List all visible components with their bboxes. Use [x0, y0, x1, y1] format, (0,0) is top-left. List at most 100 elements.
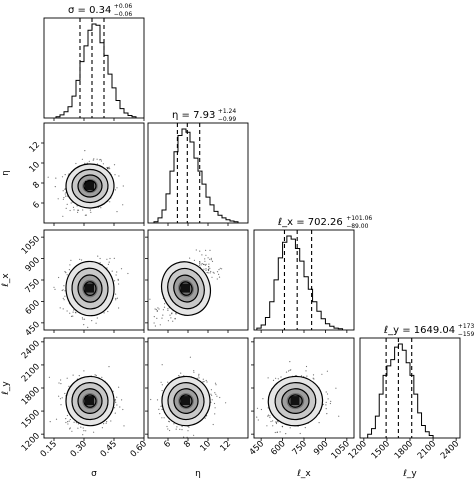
sample-point [65, 421, 67, 424]
sample-point [167, 309, 169, 311]
sample-point [161, 384, 163, 386]
y-tick-label-3-3: 2100 [20, 362, 42, 384]
sample-point [210, 393, 212, 395]
sample-point [280, 376, 282, 378]
sample-point [113, 407, 116, 409]
sample-point [210, 257, 212, 259]
sample-point [115, 299, 117, 301]
contour-2 [281, 388, 310, 414]
sample-point [114, 174, 116, 176]
sample-point [127, 272, 129, 275]
y-tick-label-2-3: 900 [24, 256, 43, 275]
histogram-3 [367, 343, 434, 438]
title-0: σ = 0.34 [68, 5, 111, 16]
sample-point [122, 408, 124, 411]
sample-point [82, 209, 84, 211]
sample-point [65, 272, 67, 274]
density-peak [85, 283, 94, 293]
sample-point [88, 160, 90, 162]
title-sub-3: −159.47 [458, 331, 474, 338]
sample-point [203, 263, 205, 265]
sample-point [82, 434, 84, 436]
sample-point [99, 262, 101, 264]
sample-point [65, 207, 67, 209]
hist-frame-2 [253, 229, 355, 331]
x-axis-label-1: η [195, 469, 201, 479]
sample-point [277, 378, 279, 380]
sample-point [325, 404, 327, 406]
sample-point [172, 320, 174, 322]
contour-0 [161, 375, 211, 427]
sample-point [66, 377, 68, 379]
sample-point [122, 204, 124, 206]
sample-point [267, 377, 269, 379]
sample-point [209, 258, 211, 260]
sample-point [267, 414, 270, 416]
sample-point [86, 162, 88, 164]
sample-point [65, 195, 67, 197]
sample-point [77, 224, 78, 225]
sample-point [204, 264, 207, 266]
sample-point [121, 399, 123, 401]
sample-point [72, 206, 75, 208]
sample-point [213, 402, 216, 405]
sample-point [91, 320, 93, 322]
title-sup-3: +173.20 [458, 323, 474, 330]
sample-point [118, 386, 120, 388]
sample-point [108, 366, 110, 368]
sample-point [60, 404, 62, 406]
sample-point [96, 158, 98, 160]
sample-point [118, 307, 120, 309]
title-2: ℓ_x = 702.26 [278, 217, 343, 228]
title-sub-2: −89.00 [346, 223, 368, 230]
sample-point [269, 415, 271, 417]
sample-point [218, 273, 220, 275]
sample-point [210, 259, 212, 261]
sample-point [175, 313, 177, 315]
sample-point [55, 177, 57, 179]
contour-0 [65, 260, 115, 317]
sample-point [161, 364, 163, 366]
sample-point [275, 422, 278, 425]
sample-point [193, 371, 195, 373]
sample-point [164, 303, 166, 305]
sample-point [59, 398, 62, 400]
sample-point [335, 387, 337, 389]
sample-point [66, 310, 68, 312]
sample-point [161, 408, 163, 410]
sample-point [209, 249, 211, 251]
contour-0 [65, 163, 115, 209]
sample-point [94, 374, 96, 376]
contour-0 [267, 375, 324, 427]
sample-point [69, 418, 71, 421]
sample-point [272, 379, 275, 381]
sample-point [103, 312, 105, 314]
contour-3 [83, 394, 97, 408]
sample-point [73, 209, 75, 211]
sample-point [312, 374, 315, 376]
sample-point [167, 308, 169, 310]
sample-point [71, 430, 73, 432]
y-tick-label-1-1: 8 [31, 180, 42, 191]
sample-point [219, 396, 221, 399]
sample-point [305, 370, 307, 372]
sample-point [69, 264, 71, 266]
sample-point [70, 259, 72, 261]
sample-point [49, 421, 51, 423]
sample-point [213, 272, 215, 274]
sample-point [205, 269, 207, 271]
title-3: ℓ_y = 1649.04 [384, 325, 455, 336]
sample-point [60, 383, 62, 385]
sample-point [162, 314, 164, 316]
pair-panel-1-0 [43, 122, 145, 225]
sample-point [62, 198, 64, 200]
y-tick-label-1-3: 12 [27, 140, 42, 155]
pair-frame-1-0 [43, 122, 145, 224]
sample-point [221, 268, 223, 270]
sample-point [169, 429, 171, 432]
sample-point [75, 162, 77, 165]
sample-point [326, 393, 329, 395]
sample-point [169, 314, 171, 316]
title-sup-1: +1.24 [218, 108, 237, 115]
sample-point [267, 415, 269, 417]
